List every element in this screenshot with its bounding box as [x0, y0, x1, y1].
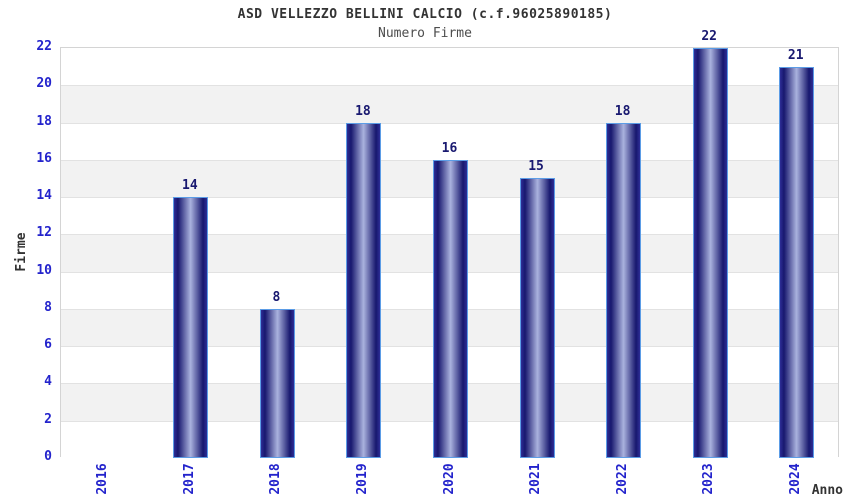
x-tick-label-2021: 2021 [528, 463, 544, 495]
bar-2020 [433, 159, 468, 458]
x-tick-label-2022: 2022 [614, 463, 630, 495]
bar-2018 [259, 308, 295, 458]
bar-value-label: 22 [701, 29, 717, 44]
bar-value-label: 15 [528, 159, 544, 175]
bar-2019 [346, 122, 382, 458]
x-tick-label-2016: 2016 [95, 463, 111, 495]
bar-value-label: 18 [614, 103, 631, 119]
y-tick-label: 2 [44, 411, 52, 427]
bar-value-label: 21 [787, 47, 804, 63]
bar-value-label: 8 [272, 289, 281, 305]
x-tick-label-2019: 2019 [354, 463, 370, 495]
gridline [61, 85, 838, 86]
bar-value-label: 18 [355, 103, 371, 119]
x-tick-label-2018: 2018 [268, 463, 284, 495]
x-tick-label-2017: 2017 [181, 463, 197, 495]
gridline [61, 123, 838, 124]
y-tick-label: 12 [36, 225, 52, 241]
y-tick-label: 22 [36, 39, 52, 54]
x-axis-title: Anno [811, 483, 843, 498]
y-tick-label: 4 [44, 374, 52, 390]
bar-2021 [519, 178, 555, 458]
chart-subtitle: Numero Firme [378, 26, 472, 41]
bar-2017 [173, 197, 209, 458]
bar-value-label: 14 [182, 178, 198, 194]
y-tick-label: 8 [44, 299, 52, 315]
y-tick-label: 6 [44, 337, 52, 353]
x-tick-label-2023: 2023 [701, 463, 717, 495]
y-tick-label: 16 [36, 150, 52, 166]
y-tick-label: 10 [36, 262, 52, 278]
chart-title: ASD VELLEZZO BELLINI CALCIO (c.f.9602589… [237, 7, 613, 22]
y-tick-label: 18 [36, 113, 52, 129]
bar-value-label: 16 [441, 140, 458, 156]
x-tick-label-2020: 2020 [441, 463, 457, 495]
y-tick-label: 14 [36, 188, 52, 204]
plot-area [60, 47, 839, 458]
bar-2023 [692, 48, 728, 458]
bar-2022 [606, 122, 642, 458]
bar-2024 [779, 66, 815, 458]
y-tick-label: 0 [44, 449, 52, 464]
y-tick-label: 20 [36, 76, 52, 92]
